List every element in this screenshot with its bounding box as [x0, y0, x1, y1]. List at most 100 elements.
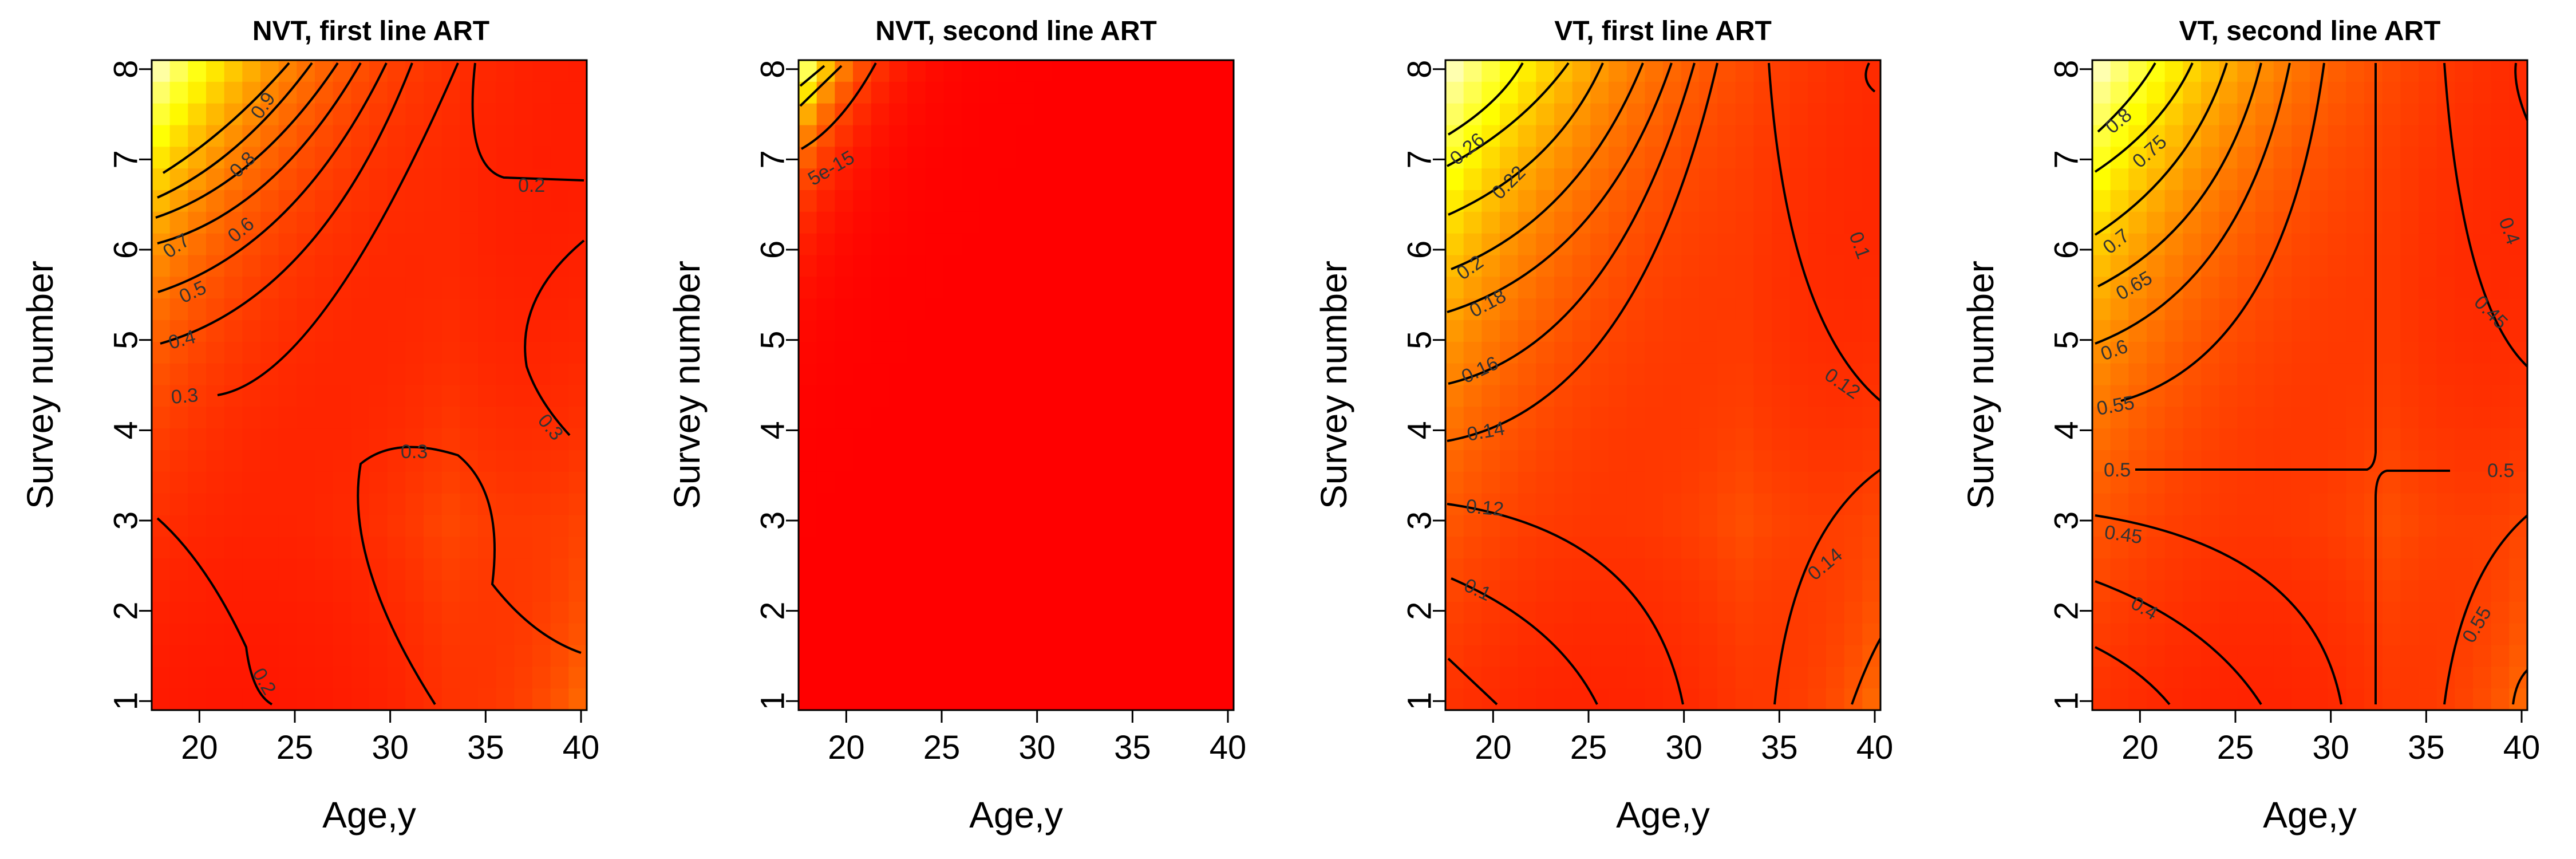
heat-cell [1125, 81, 1144, 104]
heat-cell [2491, 125, 2510, 148]
heat-cell [278, 667, 298, 689]
heat-cell [2147, 147, 2166, 169]
heat-cell [1052, 385, 1071, 408]
heat-cell [907, 190, 926, 212]
heat-cell [1645, 190, 1664, 212]
heat-cell [550, 277, 570, 299]
heat-cell [333, 60, 352, 82]
heat-cell [2400, 277, 2419, 299]
heat-cell [1481, 515, 1500, 538]
heat-cell [1753, 190, 1772, 212]
heat-cell [1016, 168, 1035, 191]
heat-cell [2219, 125, 2238, 148]
heat-cell [2273, 341, 2293, 364]
heat-cell [224, 537, 243, 559]
heat-cell [2455, 493, 2474, 516]
heat-cell [1681, 537, 1700, 559]
heat-cell [2436, 211, 2456, 234]
heat-cell [2382, 667, 2401, 689]
heat-cell [1161, 168, 1180, 191]
heat-cell [2255, 190, 2274, 212]
heat-cell [1536, 168, 1555, 191]
heat-cell [1070, 233, 1089, 256]
heat-cell [2255, 537, 2274, 559]
heat-cell [1645, 667, 1664, 689]
heat-cell [1789, 81, 1809, 104]
heat-cell [2419, 190, 2437, 212]
heat-cell [514, 537, 533, 559]
heat-cell [2491, 601, 2510, 624]
heat-cell [1609, 81, 1627, 104]
heat-cell [998, 428, 1017, 451]
heat-cell [369, 688, 388, 711]
heat-cell [550, 103, 570, 126]
heat-cell [2473, 645, 2492, 668]
heat-cell [2291, 320, 2310, 342]
heat-cell [1572, 558, 1591, 581]
heat-cell [2436, 407, 2456, 429]
heat-cell [2509, 211, 2528, 234]
heat-cell [2219, 493, 2238, 516]
heat-cell [278, 580, 298, 602]
heat-cell [2219, 688, 2238, 711]
heat-cell [242, 255, 261, 278]
heat-cell [1772, 471, 1791, 494]
heat-cell [1088, 688, 1108, 711]
heat-cell [1016, 363, 1035, 386]
heat-cell [2328, 407, 2347, 429]
heat-cell [1699, 471, 1718, 494]
heat-cell [2436, 471, 2456, 494]
heat-cell [853, 298, 872, 321]
heat-cell [2346, 515, 2365, 538]
heat-cell [2219, 580, 2238, 602]
heat-cell [2291, 233, 2310, 256]
heat-cell [871, 471, 890, 494]
heat-cell [333, 320, 352, 342]
heat-cell [835, 255, 854, 278]
heat-cell [2255, 471, 2274, 494]
heat-cell [1681, 493, 1700, 516]
heat-cell [1626, 168, 1646, 191]
heat-cell [1088, 255, 1108, 278]
heat-cell [2237, 168, 2256, 191]
heat-cell [2400, 255, 2419, 278]
heat-cell [2237, 537, 2256, 559]
heat-cell [925, 645, 945, 668]
heat-cell [496, 298, 515, 321]
x-tick-label: 35 [2408, 729, 2445, 766]
heat-cell [2455, 450, 2474, 472]
heat-cell [2400, 168, 2419, 191]
heat-cell [387, 277, 406, 299]
heat-cell [1536, 493, 1555, 516]
heat-cell [816, 580, 836, 602]
heat-cell [424, 515, 442, 538]
heat-cell [1161, 298, 1180, 321]
heat-cell [1735, 537, 1755, 559]
heat-cell [514, 645, 533, 668]
heat-cell [1463, 125, 1483, 148]
heat-cell [1789, 688, 1809, 711]
heat-cell [1717, 125, 1736, 148]
heat-cell [1844, 147, 1863, 169]
heat-cell [889, 515, 908, 538]
heat-cell [2110, 471, 2129, 494]
heat-cell [1179, 580, 1198, 602]
heat-cell [514, 211, 533, 234]
heat-cell [242, 558, 261, 581]
heat-cell [2147, 645, 2166, 668]
heat-cell [799, 688, 817, 711]
heat-cell [1844, 103, 1863, 126]
heat-cell [2473, 623, 2492, 646]
heat-cell [2491, 103, 2510, 126]
heat-cell [1826, 450, 1845, 472]
heat-cell [2473, 341, 2492, 364]
heat-cell [188, 623, 207, 646]
heat-cell [1088, 60, 1108, 82]
heat-cell [387, 125, 406, 148]
heat-cell [907, 103, 926, 126]
heat-cell [1826, 385, 1845, 408]
heat-cell [2364, 645, 2383, 668]
heat-cell [835, 580, 854, 602]
contour-0.6 [2095, 62, 2291, 345]
heat-cell [962, 320, 981, 342]
